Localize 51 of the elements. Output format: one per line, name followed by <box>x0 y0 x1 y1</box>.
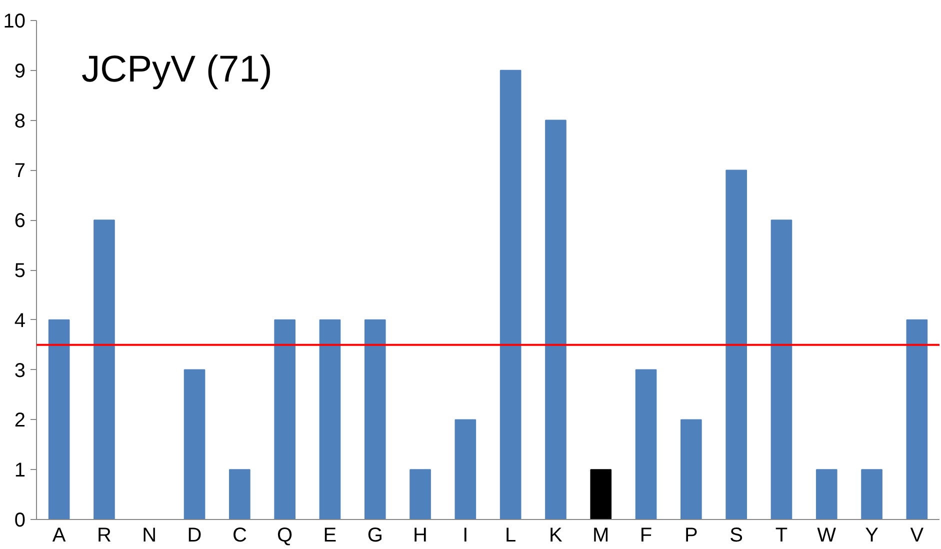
x-tick-label: N <box>142 524 157 546</box>
bar <box>635 369 657 520</box>
bar <box>770 220 792 520</box>
bar <box>274 319 296 520</box>
y-tick-label: 3 <box>14 360 26 382</box>
x-tick-label: D <box>187 524 202 546</box>
x-tick-label: L <box>505 524 516 546</box>
y-tick-label: 6 <box>14 210 26 232</box>
y-tick-label: 0 <box>14 510 26 532</box>
bar <box>94 220 115 520</box>
bar <box>364 319 386 520</box>
x-tick-label: R <box>97 524 112 546</box>
x-tick-label: E <box>323 524 337 546</box>
bar <box>410 469 431 520</box>
y-tick-label: 7 <box>14 160 26 182</box>
x-tick-label: G <box>367 524 383 546</box>
y-tick-label: 9 <box>14 60 26 82</box>
bar <box>590 469 612 520</box>
bar <box>48 319 70 520</box>
y-tick-label: 2 <box>14 410 26 432</box>
x-tick-label: F <box>640 524 652 546</box>
text: JCPyV (71) <box>82 48 272 90</box>
bar <box>454 419 476 520</box>
y-tick-label: 1 <box>14 460 26 482</box>
x-tick-label: H <box>413 524 428 546</box>
bar <box>816 469 838 520</box>
x-tick-label: I <box>462 524 468 546</box>
bar <box>500 70 522 520</box>
y-tick-label: 5 <box>14 260 26 282</box>
y-tick-label: 10 <box>3 10 26 32</box>
bar <box>229 469 250 520</box>
x-tick-label: C <box>232 524 247 546</box>
bar <box>861 469 882 520</box>
x-tick-label: W <box>817 524 836 546</box>
x-tick-label: Y <box>865 524 878 546</box>
bar <box>680 419 702 520</box>
y-tick-label: 4 <box>14 310 26 332</box>
x-tick-label: A <box>52 524 66 546</box>
x-tick-label: Q <box>277 524 293 546</box>
x-tick-label: M <box>592 524 610 546</box>
bar <box>319 319 341 520</box>
y-tick-label: 8 <box>14 110 26 132</box>
x-tick-label: T <box>775 524 788 546</box>
x-tick-label: P <box>684 524 698 546</box>
bar <box>545 120 566 520</box>
x-tick-label: K <box>549 524 564 546</box>
bar <box>726 170 747 520</box>
x-tick-label: V <box>910 524 924 546</box>
bar <box>906 319 928 520</box>
bar <box>184 369 206 520</box>
x-tick-label: S <box>730 524 743 546</box>
